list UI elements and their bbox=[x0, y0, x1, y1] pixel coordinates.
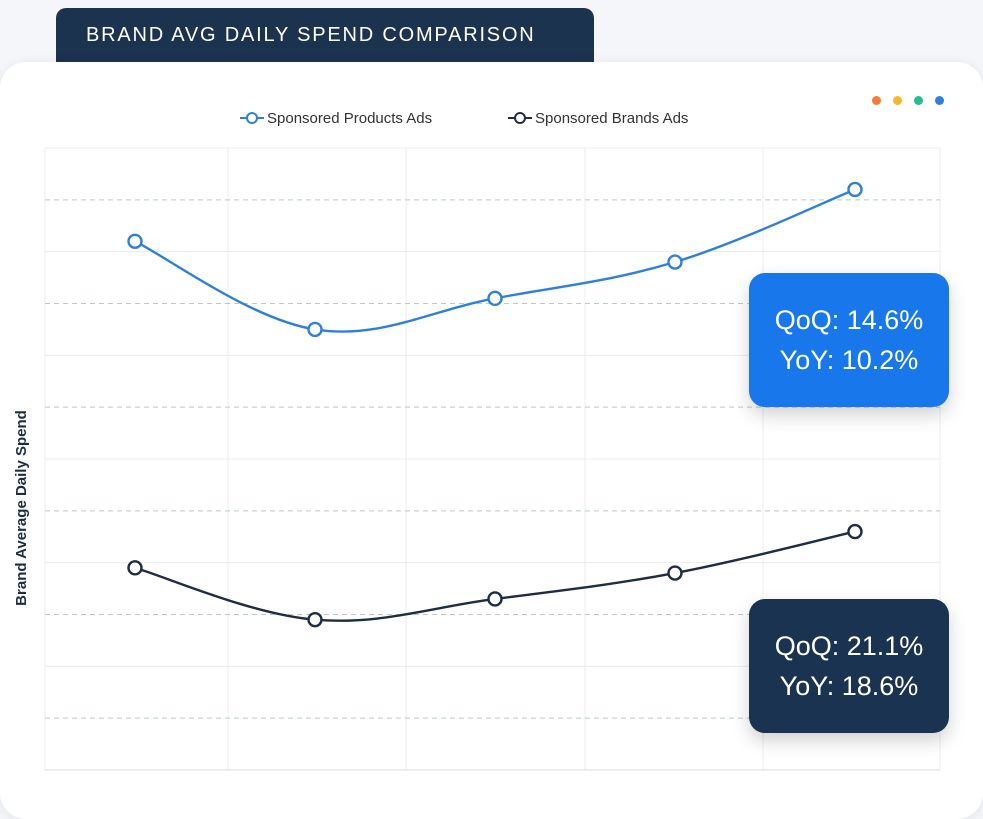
brands-qoq: QoQ: 21.1% bbox=[774, 631, 924, 661]
brands-growth-callout: QoQ: 21.1% YoY: 18.6% bbox=[749, 599, 949, 733]
chart-legend: Sponsored Products Ads Sponsored Brands A… bbox=[240, 110, 688, 127]
sponsored-brands-point bbox=[487, 591, 503, 607]
sponsored-products-point bbox=[487, 290, 503, 307]
sponsored-products-point bbox=[307, 321, 323, 338]
sponsored-brands-legend-marker bbox=[514, 112, 526, 124]
sponsored-products-point bbox=[667, 254, 683, 270]
sponsored-products-point bbox=[127, 233, 143, 250]
green-dot bbox=[914, 96, 923, 105]
sponsored-products-legend-label: Sponsored Products Ads bbox=[267, 110, 432, 127]
blue-dot bbox=[935, 96, 944, 105]
chart-series bbox=[127, 181, 863, 628]
chart-title: BRAND AVG DAILY SPEND COMPARISON bbox=[86, 24, 536, 46]
orange-dot bbox=[872, 96, 881, 105]
sponsored-brands-point bbox=[307, 611, 323, 628]
sponsored-brands-point bbox=[127, 560, 143, 576]
sponsored-brands-line bbox=[134, 530, 856, 622]
sponsored-products-legend-marker bbox=[246, 112, 258, 124]
sponsored-brands-point bbox=[847, 523, 863, 540]
products-growth-callout: QoQ: 14.6% YoY: 10.2% bbox=[749, 273, 949, 407]
sponsored-brands-point bbox=[667, 565, 683, 581]
window-dots bbox=[872, 96, 944, 105]
yellow-dot bbox=[893, 96, 902, 105]
y-axis-label: Brand Average Daily Spend bbox=[13, 410, 30, 606]
sponsored-brands-legend-label: Sponsored Brands Ads bbox=[535, 110, 688, 127]
products-yoy: YoY: 10.2% bbox=[779, 345, 919, 375]
products-qoq: QoQ: 14.6% bbox=[774, 305, 924, 335]
sponsored-products-line bbox=[134, 188, 856, 333]
sponsored-products-point bbox=[847, 181, 863, 198]
brands-yoy: YoY: 18.6% bbox=[779, 671, 919, 701]
